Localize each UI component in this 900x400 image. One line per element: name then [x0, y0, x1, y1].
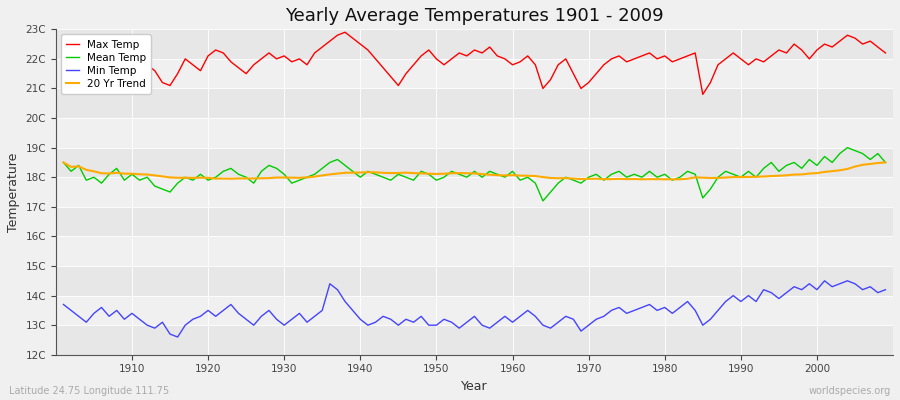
Mean Temp: [58, 160, 69, 165]
Mean Temp: [606, 172, 616, 177]
Line: Max Temp: Max Temp: [64, 32, 886, 94]
Mean Temp: [119, 178, 130, 182]
Min Temp: [606, 308, 616, 313]
Min Temp: [119, 317, 130, 322]
Text: worldspecies.org: worldspecies.org: [809, 386, 891, 396]
Mean Temp: [537, 198, 548, 203]
Text: Latitude 24.75 Longitude 111.75: Latitude 24.75 Longitude 111.75: [9, 386, 169, 396]
Y-axis label: Temperature: Temperature: [7, 152, 20, 232]
20 Yr Trend: [332, 171, 343, 176]
Bar: [56, 148, 893, 177]
Max Temp: [515, 60, 526, 64]
Max Temp: [698, 92, 708, 97]
Bar: [56, 88, 893, 118]
Max Temp: [58, 61, 69, 66]
Min Temp: [58, 302, 69, 307]
20 Yr Trend: [500, 173, 510, 178]
X-axis label: Year: Year: [461, 380, 488, 393]
Min Temp: [507, 320, 517, 325]
Mean Temp: [500, 175, 510, 180]
Mean Temp: [286, 181, 297, 186]
Mean Temp: [842, 145, 853, 150]
Min Temp: [294, 311, 305, 316]
Mean Temp: [507, 169, 517, 174]
Legend: Max Temp, Mean Temp, Min Temp, 20 Yr Trend: Max Temp, Mean Temp, Min Temp, 20 Yr Tre…: [61, 34, 151, 94]
20 Yr Trend: [598, 177, 609, 182]
Max Temp: [606, 56, 616, 61]
Max Temp: [339, 30, 350, 35]
Line: Min Temp: Min Temp: [64, 281, 886, 337]
Max Temp: [507, 62, 517, 67]
Min Temp: [515, 314, 526, 319]
Bar: [56, 29, 893, 59]
Bar: [56, 207, 893, 236]
Min Temp: [819, 278, 830, 283]
20 Yr Trend: [880, 160, 891, 165]
20 Yr Trend: [286, 175, 297, 180]
Min Temp: [880, 287, 891, 292]
Line: Mean Temp: Mean Temp: [64, 148, 886, 201]
Min Temp: [172, 335, 183, 340]
Bar: [56, 325, 893, 355]
Title: Yearly Average Temperatures 1901 - 2009: Yearly Average Temperatures 1901 - 2009: [285, 7, 664, 25]
20 Yr Trend: [119, 171, 130, 176]
Mean Temp: [880, 160, 891, 165]
Max Temp: [119, 65, 130, 70]
Min Temp: [339, 299, 350, 304]
20 Yr Trend: [507, 173, 517, 178]
20 Yr Trend: [58, 160, 69, 165]
20 Yr Trend: [636, 177, 647, 182]
Max Temp: [332, 33, 343, 38]
Max Temp: [286, 60, 297, 64]
Bar: [56, 266, 893, 296]
Mean Temp: [332, 157, 343, 162]
Max Temp: [880, 50, 891, 55]
Line: 20 Yr Trend: 20 Yr Trend: [64, 162, 886, 179]
